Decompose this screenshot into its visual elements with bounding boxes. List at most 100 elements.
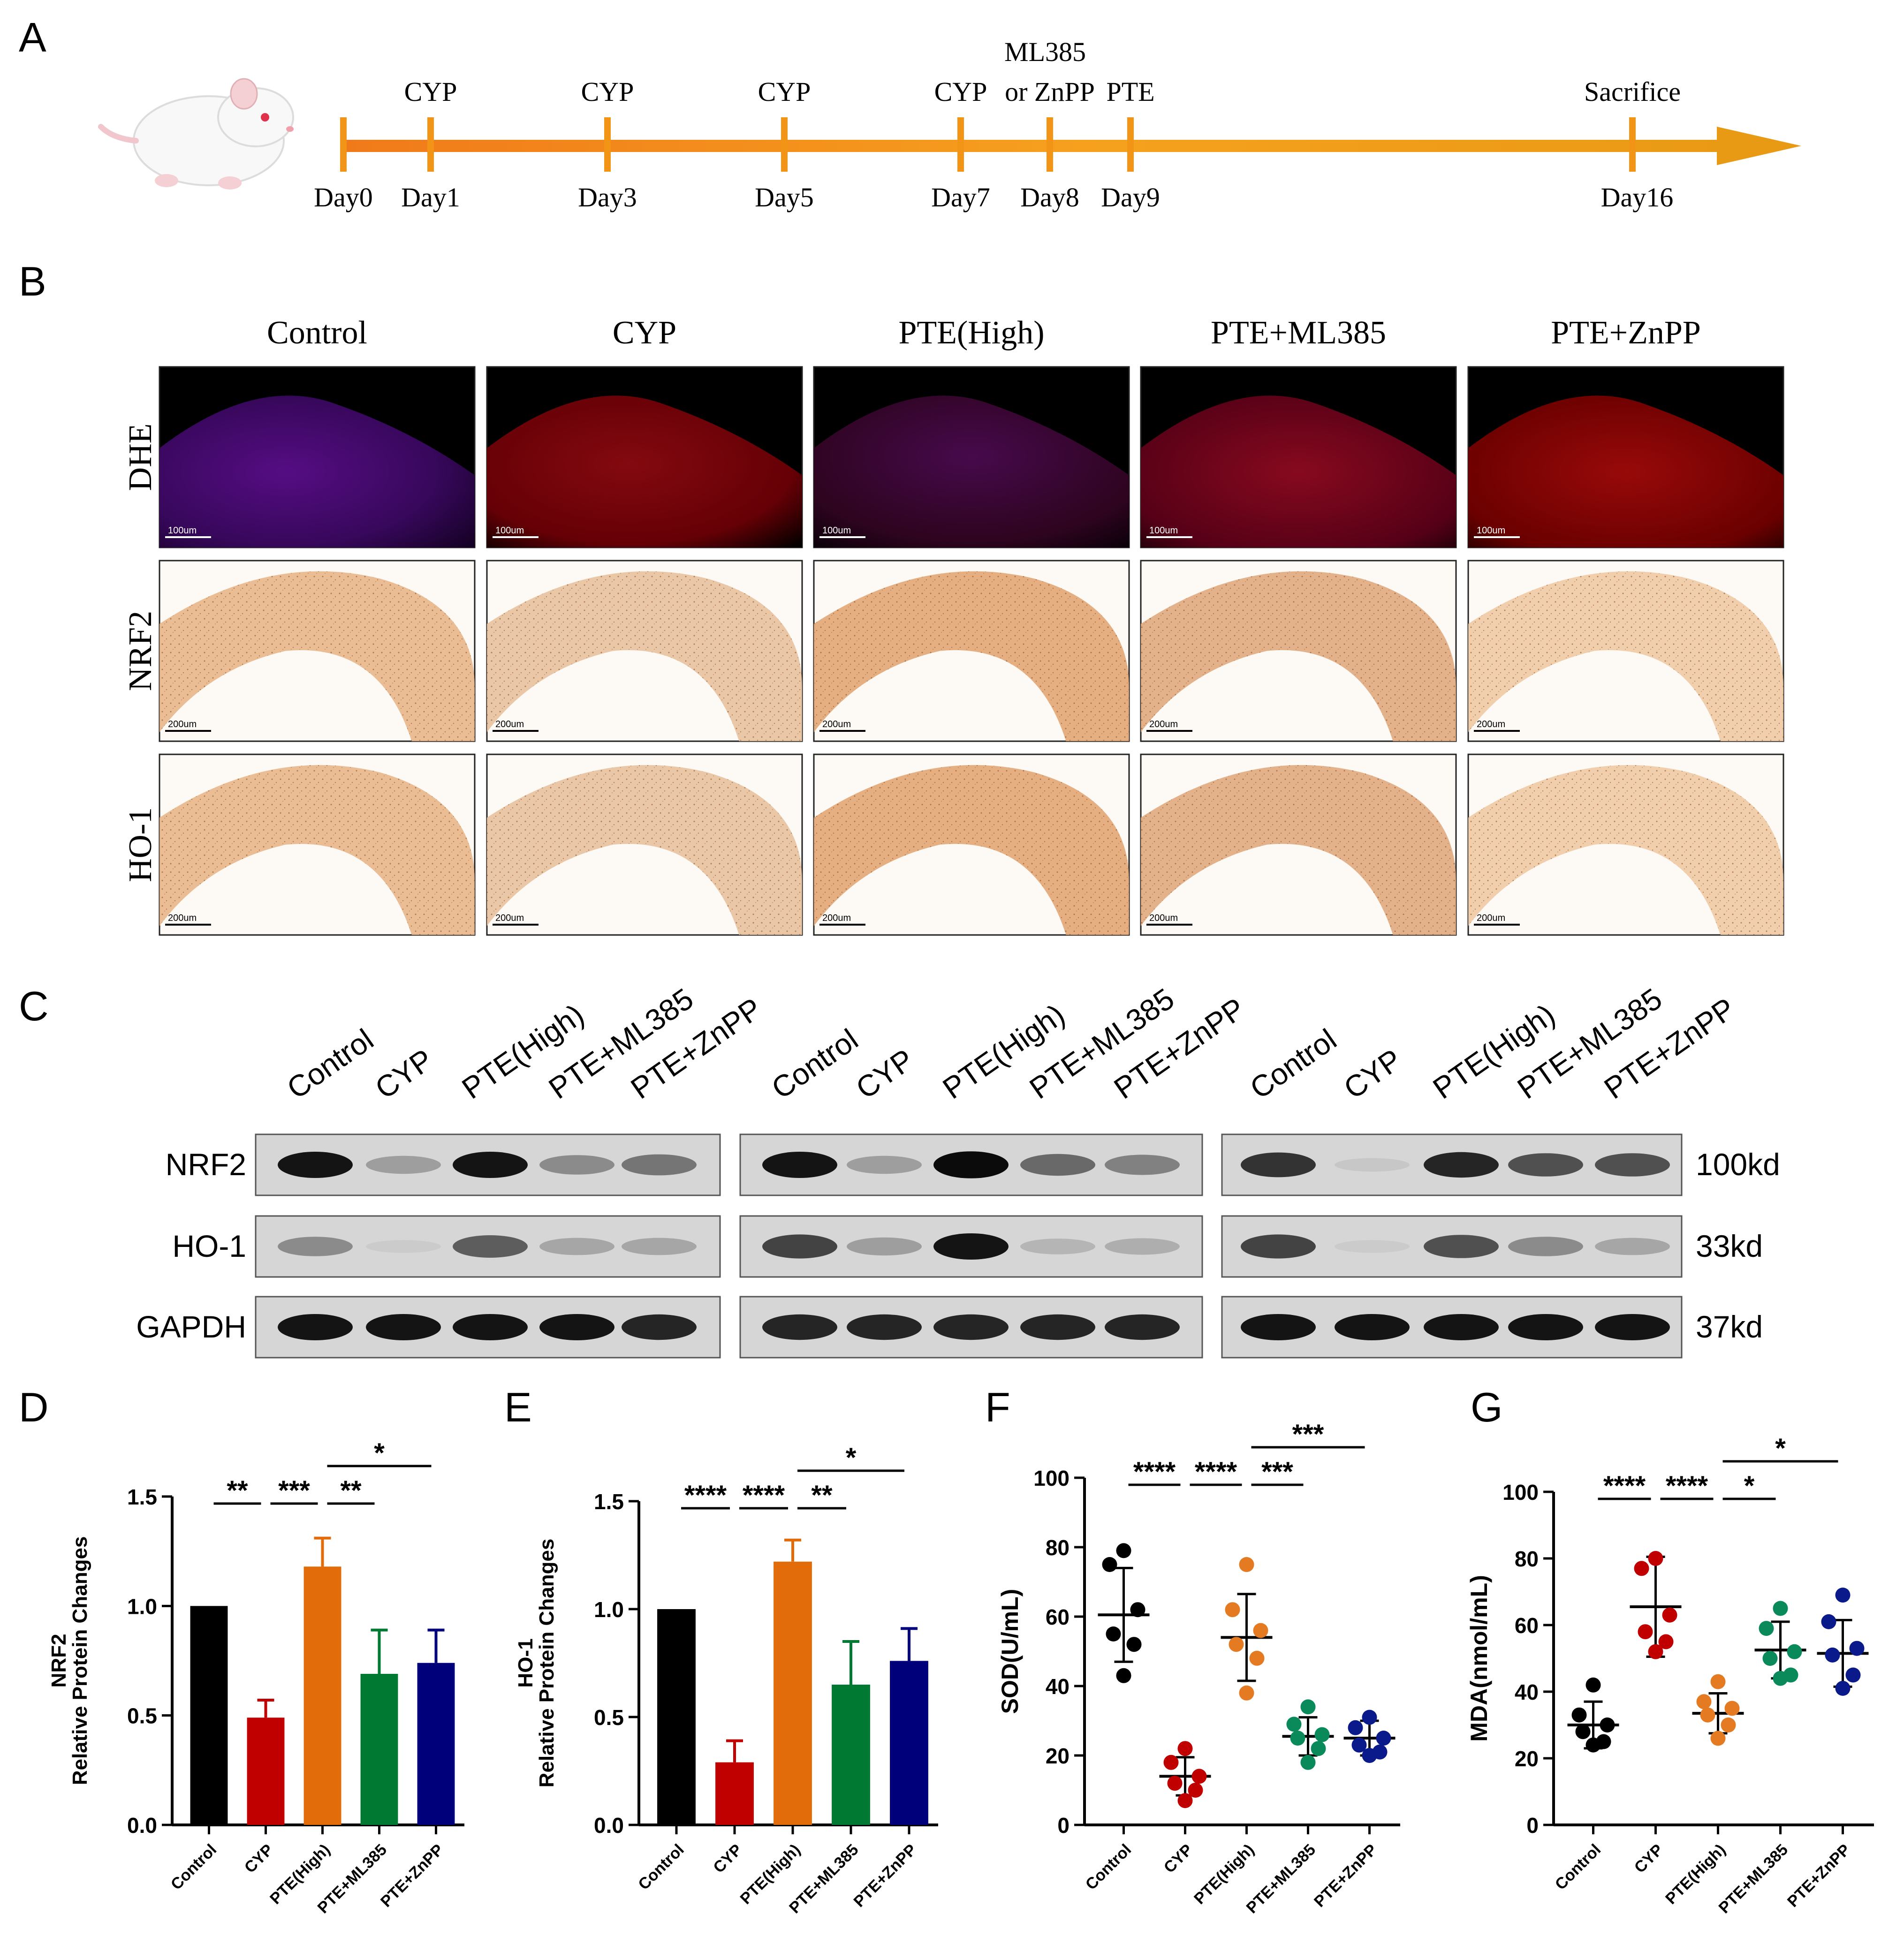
blot-band	[453, 1152, 528, 1178]
data-point	[1249, 1650, 1265, 1666]
y-tick-label: 60	[1046, 1605, 1070, 1629]
y-tick-label: 80	[1515, 1547, 1539, 1571]
significance-label: ****	[1666, 1471, 1708, 1501]
micrograph: 200um	[813, 753, 1130, 936]
data-point	[1600, 1717, 1615, 1732]
data-point	[1177, 1741, 1193, 1756]
timeline-event: CYP	[934, 76, 987, 107]
bar	[417, 1663, 455, 1825]
blot-band	[278, 1152, 353, 1178]
blot-band	[366, 1155, 441, 1174]
data-point	[1773, 1671, 1788, 1686]
scale-bar-label: 100um	[168, 525, 197, 536]
data-point	[1126, 1637, 1142, 1652]
y-tick-label: 40	[1515, 1680, 1539, 1704]
chart-f: 0 20 40 60 80 100 SOD(U/mL) Control CYPPTE(High)…	[997, 1419, 1400, 1917]
tissue-stain	[814, 395, 1129, 547]
tissue-texture	[159, 571, 475, 741]
micrograph: 200um	[159, 560, 476, 742]
micrograph: 200um	[486, 753, 803, 936]
data-point	[1700, 1707, 1715, 1723]
x-tick-label: CYP	[241, 1841, 277, 1877]
tissue-stain	[1468, 395, 1783, 547]
data-point	[1177, 1793, 1193, 1808]
blot-band	[1595, 1153, 1670, 1177]
data-point	[1571, 1707, 1587, 1723]
row-label: HO-1	[122, 807, 159, 882]
scale-bar-label: 200um	[1149, 913, 1178, 923]
column-header: PTE(High)	[898, 315, 1044, 351]
blot-band	[1241, 1314, 1316, 1340]
timeline-event-top: ML385	[1004, 37, 1086, 67]
significance-label: *	[846, 1443, 857, 1473]
blot-band	[847, 1314, 922, 1340]
bar	[303, 1566, 341, 1825]
blot-band	[278, 1314, 353, 1340]
data-point	[1787, 1644, 1802, 1659]
x-tick-label: Control	[1082, 1841, 1135, 1893]
bar	[774, 1561, 812, 1825]
scale-bar-label: 200um	[822, 913, 851, 923]
micrograph: 200um	[1140, 560, 1457, 742]
significance-label: ***	[1292, 1419, 1324, 1450]
blot-band	[762, 1152, 837, 1178]
x-tick-label: PTE+ZnPP	[850, 1841, 920, 1911]
row-label: DHE	[122, 424, 159, 491]
x-tick-label: PTE(High)	[1191, 1841, 1258, 1908]
panel-label-b: B	[19, 258, 46, 304]
significance-label: ****	[743, 1480, 785, 1511]
data-point	[1167, 1776, 1183, 1791]
tissue-stain	[159, 395, 475, 547]
data-point	[1821, 1614, 1836, 1629]
scale-bar-label: 200um	[168, 913, 197, 923]
blot-band	[1508, 1314, 1583, 1340]
data-point	[1130, 1602, 1145, 1618]
scale-bar-label: 100um	[495, 525, 524, 536]
blot-band	[1105, 1314, 1180, 1340]
data-point	[1835, 1680, 1851, 1696]
blot-band	[539, 1314, 614, 1340]
data-point	[1314, 1727, 1330, 1742]
blot-band	[453, 1235, 528, 1258]
blot-band	[933, 1151, 1009, 1178]
panel-label-c: C	[19, 983, 49, 1029]
data-point	[1724, 1701, 1740, 1716]
bar	[715, 1762, 754, 1825]
panel-label-f: F	[985, 1384, 1010, 1430]
y-tick-label: 1.0	[127, 1594, 157, 1618]
tissue-texture	[814, 571, 1129, 741]
micrograph: 100um	[159, 366, 476, 548]
tissue-texture	[159, 765, 475, 935]
column-header: CYP	[613, 315, 676, 351]
data-point	[1762, 1651, 1778, 1666]
panel-label-g: G	[1471, 1384, 1502, 1430]
y-tick-label: 20	[1046, 1744, 1070, 1768]
data-point	[1163, 1755, 1179, 1770]
blot-band	[1424, 1152, 1499, 1178]
blot-row-label: GAPDH	[136, 1309, 246, 1344]
timeline-tick	[1047, 117, 1053, 172]
blot-band	[453, 1314, 528, 1340]
data-point	[1658, 1634, 1674, 1649]
chart-g: 0 20 40 60 80 100 MDA(nmol/mL) Control CYPPTE(Hi…	[1466, 1433, 1874, 1917]
lane-label: Control	[1244, 1022, 1343, 1105]
data-point	[1239, 1685, 1254, 1701]
data-point	[1300, 1699, 1316, 1715]
y-tick-label: 100	[1502, 1480, 1539, 1504]
significance-label: **	[340, 1475, 362, 1506]
data-point	[1188, 1783, 1203, 1798]
data-point	[1662, 1607, 1677, 1623]
blot-band	[1424, 1235, 1499, 1258]
scale-bar-label: 200um	[1149, 719, 1178, 729]
data-point	[1229, 1637, 1244, 1652]
timeline-tick	[957, 117, 964, 172]
data-point	[1835, 1588, 1851, 1603]
micrograph: 200um	[486, 560, 803, 742]
scale-bar-label: 200um	[168, 719, 197, 729]
data-point	[1106, 1626, 1121, 1641]
lane-label: Control	[766, 1022, 864, 1105]
blot-band	[847, 1155, 922, 1174]
timeline-event: CYP	[758, 76, 811, 107]
